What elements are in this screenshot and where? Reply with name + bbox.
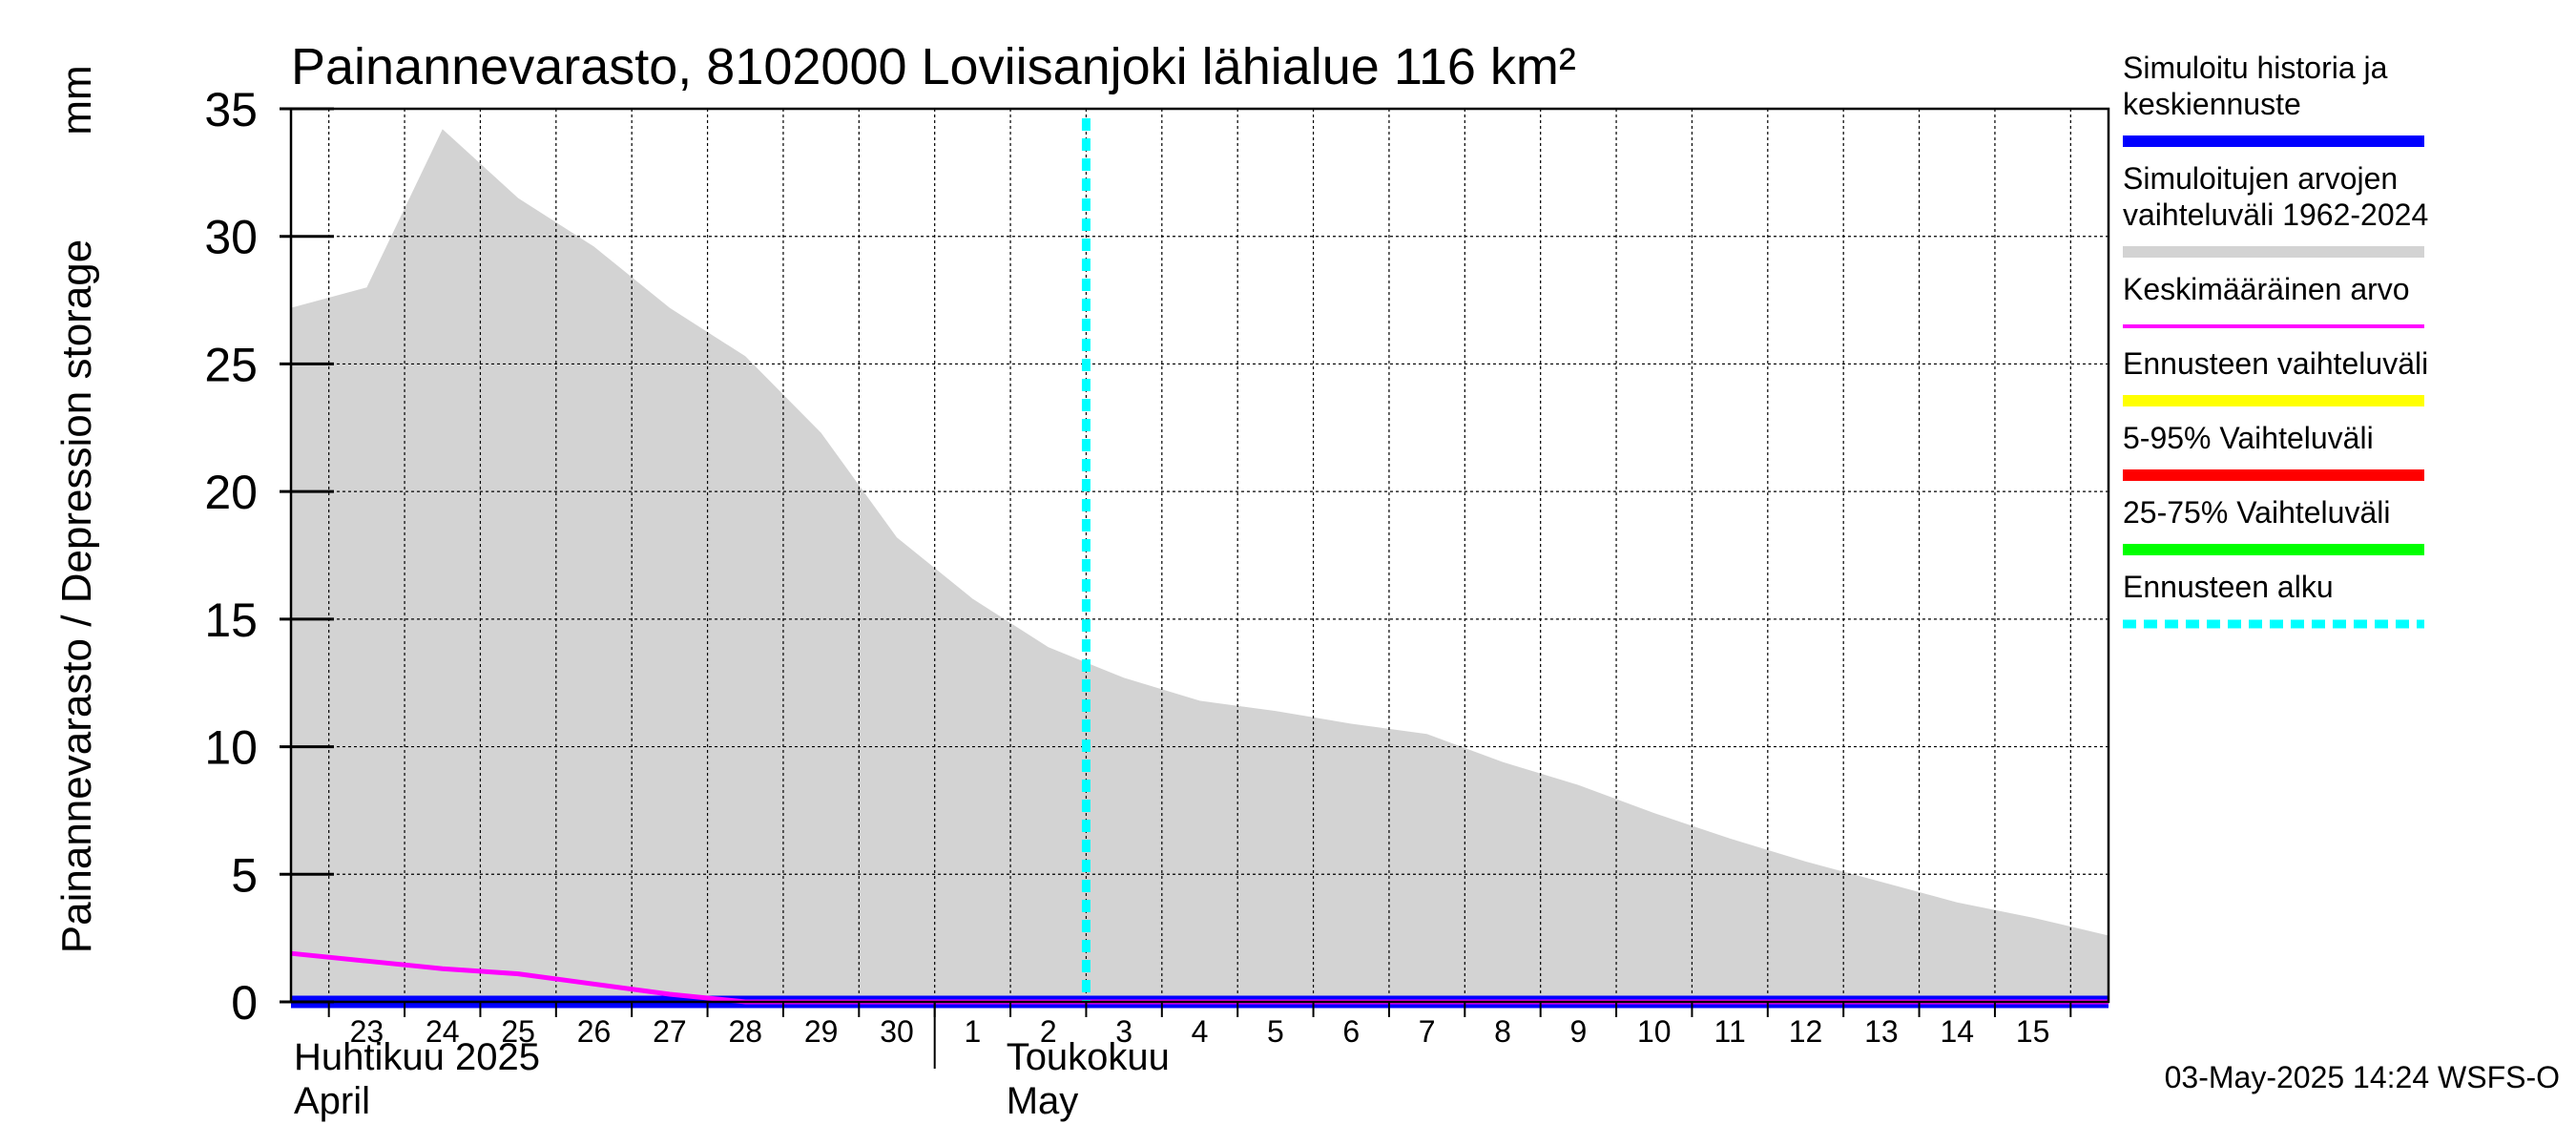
y-tick-label: 5 [231, 848, 258, 902]
x-tick-label: 12 [1789, 1014, 1823, 1049]
x-tick-label: 13 [1864, 1014, 1899, 1049]
x-tick-label: 3 [1115, 1014, 1132, 1049]
y-tick-label: 30 [204, 211, 258, 264]
legend-label: 25-75% Vaihteluväli [2123, 495, 2390, 530]
x-tick-label: 4 [1192, 1014, 1209, 1049]
x-tick-label: 1 [964, 1014, 981, 1049]
y-tick-label: 15 [204, 593, 258, 647]
chart-title: Painannevarasto, 8102000 Loviisanjoki lä… [291, 38, 1576, 95]
x-tick-label: 24 [426, 1014, 460, 1049]
x-tick-label: 28 [728, 1014, 762, 1049]
legend-label: Ennusteen vaihteluväli [2123, 346, 2428, 381]
legend-label: 5-95% Vaihteluväli [2123, 421, 2374, 455]
x-tick-label: 25 [501, 1014, 535, 1049]
x-tick-label: 15 [2016, 1014, 2050, 1049]
x-tick-label: 14 [1940, 1014, 1974, 1049]
y-tick-label: 0 [231, 976, 258, 1030]
x-tick-label: 5 [1267, 1014, 1284, 1049]
legend-label: Simuloitu historia ja [2123, 51, 2388, 85]
legend-label: keskiennuste [2123, 87, 2301, 121]
x-tick-label: 8 [1494, 1014, 1511, 1049]
month-label-en: May [1007, 1080, 1079, 1122]
month-label: Huhtikuu 2025 [294, 1036, 540, 1078]
timestamp-label: 03-May-2025 14:24 WSFS-O [2165, 1060, 2560, 1094]
legend-label: Keskimääräinen arvo [2123, 272, 2410, 306]
x-tick-label: 27 [653, 1014, 687, 1049]
x-tick-label: 10 [1637, 1014, 1672, 1049]
x-tick-label: 26 [577, 1014, 612, 1049]
plot-frame [289, 107, 2110, 1004]
x-tick-label: 6 [1342, 1014, 1360, 1049]
y-tick-label: 20 [204, 466, 258, 519]
legend-label: Simuloitujen arvojen [2123, 161, 2398, 196]
x-tick-label: 2 [1040, 1014, 1057, 1049]
x-tick-label: 11 [1714, 1014, 1746, 1049]
x-tick-label: 7 [1419, 1014, 1436, 1049]
x-tick-label: 23 [350, 1014, 384, 1049]
x-tick-label: 29 [804, 1014, 839, 1049]
y-tick-label: 10 [204, 721, 258, 775]
month-label-en: April [294, 1080, 370, 1122]
y-tick-label: 35 [204, 83, 258, 136]
y-axis-unit: mm [53, 65, 100, 135]
legend-label: vaihteluväli 1962-2024 [2123, 198, 2428, 232]
range-band-area [291, 129, 2109, 1000]
x-tick-label: 30 [880, 1014, 914, 1049]
y-tick-label: 25 [204, 338, 258, 391]
x-tick-label: 9 [1569, 1014, 1587, 1049]
y-axis-label: Painannevarasto / Depression storage [53, 239, 100, 953]
legend-label: Ennusteen alku [2123, 570, 2334, 604]
month-label: Toukokuu [1007, 1036, 1170, 1078]
